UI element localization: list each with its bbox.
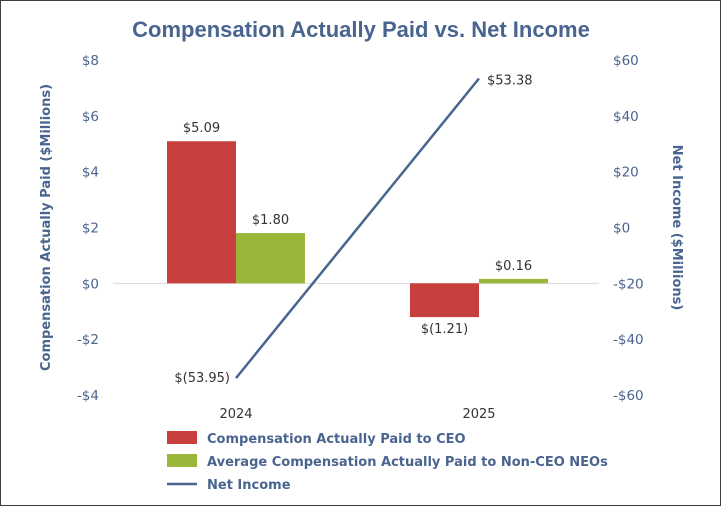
right-tick-label: -$60 — [613, 388, 644, 404]
y2-axis-title: Net Income ($Millions) — [669, 145, 684, 311]
bar-non-ceo-2024 — [236, 233, 305, 284]
right-tick-label: $20 — [613, 165, 639, 181]
bar-data-label: $(1.21) — [421, 322, 468, 337]
bar-non-ceo-2025 — [479, 278, 548, 284]
plot-area: $8 $6 $4 $2 $0 -$2 -$4 $60 $40 $20 $0 -$20 -$40 -$60 C… — [39, 53, 684, 422]
legend-label: Compensation Actually Paid to CEO — [207, 432, 466, 447]
left-tick-label: $0 — [82, 276, 99, 292]
chart-title: Compensation Actually Paid vs. Net Incom… — [132, 17, 590, 42]
bar-data-label: $5.09 — [183, 121, 220, 136]
left-tick-label: -$2 — [77, 332, 99, 348]
left-tick-label: $6 — [82, 109, 99, 125]
line-data-label: $(53.95) — [174, 371, 230, 386]
bar-data-label: $0.16 — [495, 259, 532, 274]
legend-swatch — [167, 431, 197, 444]
legend-label: Net Income — [207, 478, 291, 493]
bar-ceo-2025 — [410, 283, 479, 318]
right-tick-label: -$40 — [613, 332, 644, 348]
left-tick-label: $2 — [82, 221, 99, 237]
line-data-label: $53.38 — [487, 73, 533, 88]
right-tick-label: $40 — [613, 109, 639, 125]
legend: Compensation Actually Paid to CEO Average… — [167, 431, 608, 493]
left-tick-label: -$4 — [77, 388, 99, 404]
legend-swatch — [167, 454, 197, 467]
bar-ceo-2024 — [167, 141, 236, 284]
right-tick-label: $0 — [613, 221, 630, 237]
category-label: 2024 — [219, 407, 252, 422]
left-tick-label: $8 — [82, 53, 99, 69]
right-tick-label: $60 — [613, 53, 639, 69]
bar-data-label: $1.80 — [252, 213, 289, 228]
legend-label: Average Compensation Actually Paid to No… — [207, 455, 608, 470]
left-tick-label: $4 — [82, 165, 99, 181]
net-income-line — [235, 77, 480, 379]
category-label: 2025 — [462, 407, 495, 422]
y-axis-title: Compensation Actually Paid ($Millions) — [39, 84, 54, 371]
right-tick-label: -$20 — [613, 276, 644, 292]
